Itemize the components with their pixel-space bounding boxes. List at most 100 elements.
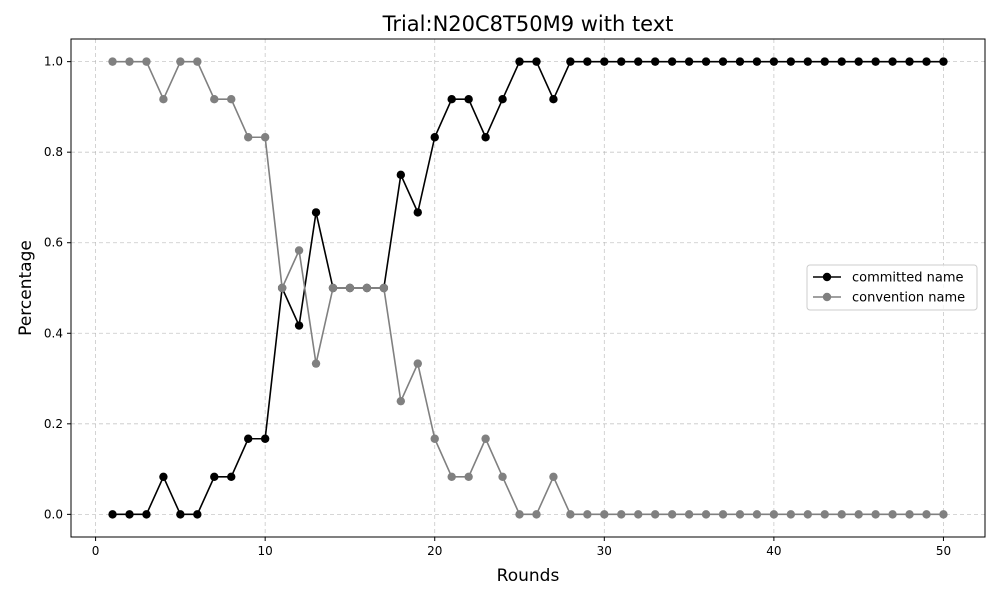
data-point <box>193 57 202 66</box>
data-point <box>396 170 406 180</box>
data-point <box>108 57 117 66</box>
data-point <box>718 57 728 66</box>
data-point <box>260 133 270 142</box>
legend-marker <box>822 292 832 302</box>
data-point <box>634 510 643 519</box>
data-point <box>769 510 779 519</box>
data-point <box>549 472 558 481</box>
data-point <box>684 57 694 66</box>
data-point <box>803 510 812 519</box>
data-point <box>193 510 202 519</box>
data-point <box>735 510 745 519</box>
x-axis-label: Rounds <box>497 566 560 586</box>
data-point <box>210 472 219 481</box>
data-point <box>769 57 779 66</box>
data-point <box>888 57 897 66</box>
data-point <box>244 133 253 142</box>
legend-label: convention name <box>852 291 965 306</box>
data-point <box>108 510 117 519</box>
data-point <box>379 283 389 293</box>
data-point <box>227 472 236 481</box>
x-tick-label: 20 <box>427 544 442 558</box>
legend-marker <box>822 272 832 282</box>
chart-title: Trial:N20C8T50M9 with text <box>382 12 674 36</box>
data-point <box>752 57 762 66</box>
legend-box <box>806 264 978 311</box>
data-point <box>922 510 931 519</box>
data-point <box>752 510 762 519</box>
data-point <box>159 472 168 481</box>
data-point <box>515 57 524 66</box>
data-point <box>176 510 185 519</box>
data-point <box>667 57 677 66</box>
data-point <box>888 510 897 519</box>
series-layer <box>108 57 948 519</box>
data-point <box>871 57 880 66</box>
data-point <box>871 510 880 519</box>
y-axis-label: Percentage <box>16 240 36 336</box>
data-point <box>413 359 422 368</box>
data-point <box>701 57 711 66</box>
data-point <box>159 95 168 104</box>
data-point <box>176 57 185 66</box>
y-tick-label: 0.4 <box>44 326 63 340</box>
data-point <box>498 472 507 481</box>
legend-label: committed name <box>852 271 963 286</box>
data-point <box>125 57 134 66</box>
data-point <box>498 95 507 104</box>
data-point <box>481 133 490 142</box>
data-point <box>464 472 473 481</box>
x-tick-label: 0 <box>92 544 100 558</box>
data-point <box>803 57 812 66</box>
data-point <box>786 57 796 66</box>
data-point <box>617 57 626 66</box>
data-point <box>142 57 151 66</box>
data-point <box>939 510 948 519</box>
data-point <box>650 510 660 519</box>
data-point <box>277 283 287 293</box>
x-tick-label: 50 <box>936 544 951 558</box>
data-point <box>600 57 609 66</box>
data-point <box>718 510 728 519</box>
ticks: 0 10 20 30 40 50 0.0 0.2 0.4 0.6 0.8 1.0 <box>44 55 951 558</box>
data-point <box>532 57 541 66</box>
y-tick-label: 1.0 <box>44 55 63 69</box>
data-point <box>430 133 439 142</box>
series-convention-name <box>108 57 948 519</box>
data-point <box>447 472 456 481</box>
x-tick-label: 40 <box>766 544 781 558</box>
data-point <box>566 57 575 66</box>
data-point <box>617 510 626 519</box>
data-point <box>939 57 948 66</box>
data-point <box>854 510 863 519</box>
data-point <box>735 57 745 66</box>
data-point <box>634 57 643 66</box>
data-point <box>583 510 592 519</box>
data-point <box>311 208 321 217</box>
data-point <box>905 510 914 519</box>
data-point <box>227 95 236 104</box>
data-point <box>583 57 592 66</box>
data-point <box>345 283 355 293</box>
data-point <box>650 57 660 66</box>
data-point <box>854 57 863 66</box>
data-point <box>396 396 406 406</box>
data-point <box>837 510 846 519</box>
data-point <box>701 510 711 519</box>
data-point <box>328 283 338 293</box>
data-point <box>566 510 575 519</box>
data-point <box>837 57 846 66</box>
plot-frame <box>70 38 986 538</box>
data-point <box>820 510 829 519</box>
data-point <box>294 246 304 255</box>
data-point <box>481 434 490 443</box>
data-point <box>447 95 456 104</box>
data-point <box>786 510 796 519</box>
data-point <box>210 95 219 104</box>
data-point <box>294 321 304 330</box>
data-point <box>311 359 321 368</box>
data-point <box>413 208 422 217</box>
data-point <box>142 510 151 519</box>
data-point <box>905 57 914 66</box>
data-point <box>260 434 270 443</box>
